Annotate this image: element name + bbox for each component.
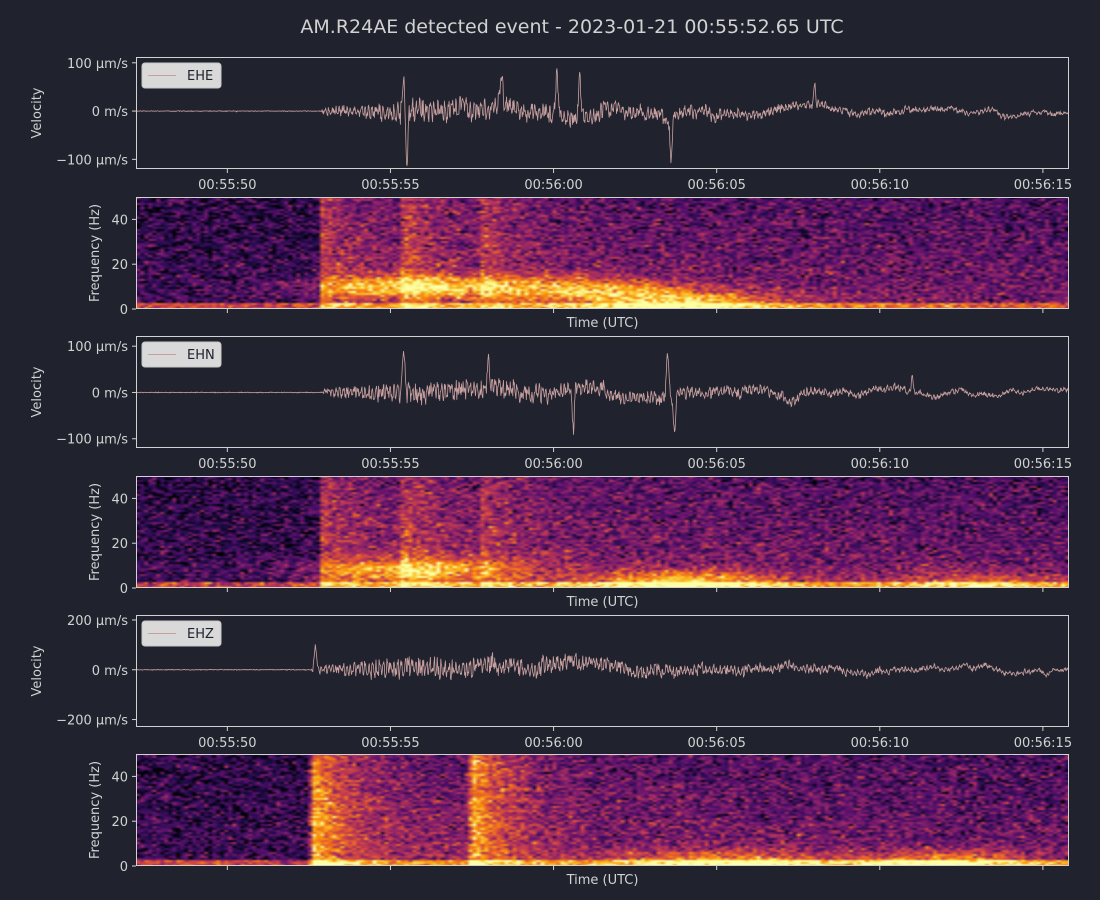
spec-ehz-ytick-label: 0 [120, 860, 128, 875]
wave-ehz-xtick-label: 00:56:05 [687, 736, 745, 751]
wave-ehn-frame [136, 336, 1069, 448]
wave-ehn-ytick-label: 100 µm/s [67, 340, 128, 355]
wave-ehe-frame [136, 57, 1069, 169]
wave-ehn-legend-label: EHN [187, 348, 215, 363]
wave-ehn-ytick-label: 0 m/s [92, 386, 128, 401]
wave-ehe-ytick-label: 100 µm/s [67, 57, 128, 72]
spec-ehn-heatmap [136, 476, 1069, 588]
wave-ehn-xtick-label: 00:56:00 [524, 457, 582, 472]
wave-ehz-trace [136, 644, 1069, 680]
wave-ehe-xtick-label: 00:55:55 [361, 178, 419, 193]
spec-ehz-ylabel: Frequency (Hz) [88, 761, 103, 859]
spec-ehz-xlabel: Time (UTC) [566, 873, 639, 888]
wave-ehz-legend-label: EHZ [187, 627, 214, 642]
wave-ehn-xtick-label: 00:56:15 [1014, 457, 1072, 472]
wave-ehe-legend: EHE [141, 62, 222, 89]
waveform-panel-ehe: 100 µm/s 0 m/s −100 µm/s Velocity 00:55:50 00… [30, 57, 1072, 193]
wave-ehn-legend-box [141, 341, 222, 368]
wave-ehe-xtick-label: 00:56:05 [687, 178, 745, 193]
spec-ehn-ytick-label: 0 [120, 582, 128, 597]
wave-ehn-trace [136, 350, 1069, 435]
wave-ehz-ytick-label: 200 µm/s [67, 614, 128, 629]
wave-ehn-ylabel: Velocity [30, 366, 45, 417]
waveform-panel-ehn: 100 µm/s 0 m/s −100 µm/s Velocity 00:55:50 00… [30, 336, 1072, 472]
wave-ehz-ytick-label: 0 m/s [92, 664, 128, 679]
spec-ehe-heatmap [136, 197, 1069, 309]
wave-ehz-xtick-label: 00:56:15 [1014, 736, 1072, 751]
wave-ehz-ylabel: Velocity [30, 645, 45, 696]
wave-ehe-ytick-label: 0 m/s [92, 105, 128, 120]
wave-ehz-xtick-label: 00:56:10 [851, 736, 909, 751]
spectrogram-panel-3.5: 0 20 40 Frequency (Hz) Time (UTC) [88, 754, 1069, 888]
wave-ehn-legend: EHN [141, 341, 222, 368]
waveform-panel-ehz: 200 µm/s 0 m/s −200 µm/s Velocity 00:55:50 00… [30, 614, 1072, 751]
wave-ehe-legend-label: EHE [187, 69, 213, 84]
spec-ehn-ytick-label: 40 [111, 492, 128, 507]
wave-ehz-ytick-label: −200 µm/s [56, 714, 128, 729]
spec-ehn-frame [136, 476, 1069, 588]
wave-ehe-ytick-label: −100 µm/s [56, 153, 128, 168]
spec-ehe-frame [136, 197, 1069, 309]
wave-ehz-legend: EHZ [141, 620, 222, 647]
wave-ehn-ytick-label: −100 µm/s [56, 433, 128, 448]
wave-ehn-xtick-label: 00:56:10 [851, 457, 909, 472]
spec-ehz-heatmap [136, 754, 1069, 866]
spec-ehn-ytick-label: 20 [111, 537, 128, 552]
spec-ehe-ytick-label: 40 [111, 213, 128, 228]
wave-ehz-xtick-label: 00:55:50 [198, 736, 256, 751]
wave-ehn-xtick-label: 00:56:05 [687, 457, 745, 472]
spectrogram-panel-2.5: 0 20 40 Frequency (Hz) Time (UTC) [88, 476, 1069, 610]
wave-ehe-ylabel: Velocity [30, 87, 45, 138]
spec-ehz-ytick-label: 20 [111, 815, 128, 830]
wave-ehe-xtick-label: 00:56:15 [1014, 178, 1072, 193]
spec-ehn-xlabel: Time (UTC) [566, 595, 639, 610]
spec-ehz-frame [136, 754, 1069, 866]
wave-ehe-legend-box [141, 62, 222, 89]
wave-ehz-frame [136, 615, 1069, 727]
wave-ehe-trace [136, 68, 1069, 166]
wave-ehz-xtick-label: 00:56:00 [524, 736, 582, 751]
wave-ehe-xtick-label: 00:56:00 [524, 178, 582, 193]
spec-ehe-ytick-label: 0 [120, 303, 128, 318]
figure-title: AM.R24AE detected event - 2023-01-21 00:… [300, 16, 843, 38]
spec-ehe-xlabel: Time (UTC) [566, 316, 639, 331]
spec-ehz-ytick-label: 40 [111, 770, 128, 785]
wave-ehn-xtick-label: 00:55:50 [198, 457, 256, 472]
wave-ehz-legend-box [141, 620, 222, 647]
spec-ehn-ylabel: Frequency (Hz) [88, 483, 103, 581]
spectrogram-panel-1.5: 0 20 40 Frequency (Hz) Time (UTC) [88, 197, 1069, 331]
wave-ehn-xtick-label: 00:55:55 [361, 457, 419, 472]
wave-ehz-xtick-label: 00:55:55 [361, 736, 419, 751]
spec-ehe-ylabel: Frequency (Hz) [88, 204, 103, 302]
wave-ehe-xtick-label: 00:55:50 [198, 178, 256, 193]
wave-ehe-xtick-label: 00:56:10 [851, 178, 909, 193]
spec-ehe-ytick-label: 20 [111, 258, 128, 273]
